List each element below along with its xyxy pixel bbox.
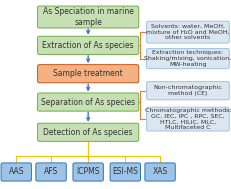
FancyBboxPatch shape xyxy=(37,6,138,28)
Text: AAS: AAS xyxy=(9,167,24,177)
FancyBboxPatch shape xyxy=(36,163,66,181)
Text: Separation of As species: Separation of As species xyxy=(41,98,135,107)
Text: Detection of As species: Detection of As species xyxy=(43,128,132,137)
FancyBboxPatch shape xyxy=(146,21,228,43)
FancyBboxPatch shape xyxy=(146,107,228,131)
Text: ESI-MS: ESI-MS xyxy=(112,167,138,177)
Text: Extraction of As species: Extraction of As species xyxy=(42,41,133,50)
FancyBboxPatch shape xyxy=(146,82,228,100)
Text: XAS: XAS xyxy=(152,167,167,177)
Text: Chromatographic methods:
GC, IEC, IPC , RPC, SEC,
HTLC, HILIC, MLC,
Multifaceted: Chromatographic methods: GC, IEC, IPC , … xyxy=(144,108,230,130)
FancyBboxPatch shape xyxy=(110,163,140,181)
FancyBboxPatch shape xyxy=(37,36,138,54)
FancyBboxPatch shape xyxy=(144,163,175,181)
FancyBboxPatch shape xyxy=(1,163,31,181)
Text: Sample treatment: Sample treatment xyxy=(53,69,122,78)
FancyBboxPatch shape xyxy=(73,163,103,181)
Text: As Speciation in marine
sample: As Speciation in marine sample xyxy=(43,7,133,27)
FancyBboxPatch shape xyxy=(37,65,138,83)
Text: Solvents: water, MeOH,
mixture of H₂O and MeOH,
other solvents: Solvents: water, MeOH, mixture of H₂O an… xyxy=(146,24,229,40)
FancyBboxPatch shape xyxy=(37,93,138,111)
FancyBboxPatch shape xyxy=(37,123,138,141)
FancyBboxPatch shape xyxy=(146,49,228,69)
Text: Extraction techniques:
Shaking/mixing, sonication,
MW-heating: Extraction techniques: Shaking/mixing, s… xyxy=(144,50,231,67)
Text: AFS: AFS xyxy=(44,167,58,177)
Text: ICPMS: ICPMS xyxy=(76,167,100,177)
Text: Non-chromatographic
method (CE): Non-chromatographic method (CE) xyxy=(153,85,221,96)
